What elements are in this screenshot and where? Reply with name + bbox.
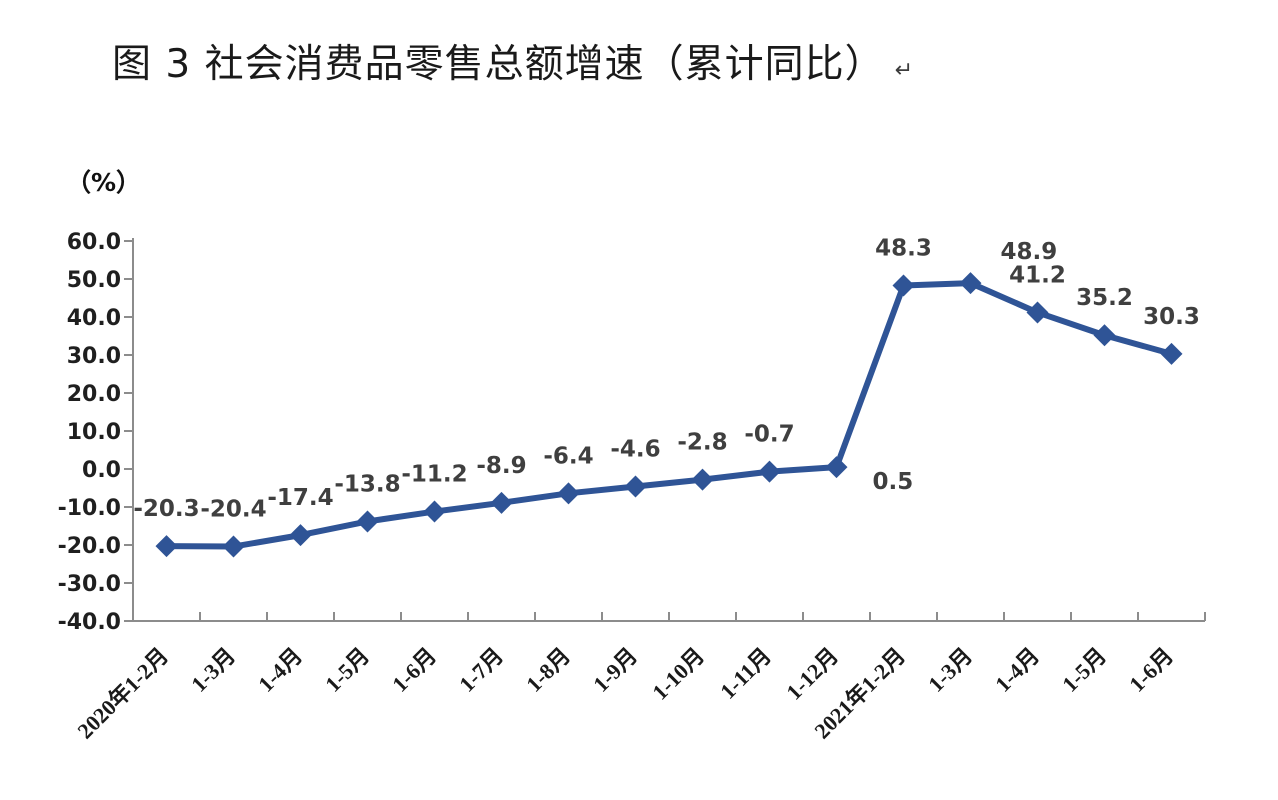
data-point-marker	[490, 491, 513, 514]
data-point-label: -2.8	[677, 430, 727, 456]
x-tick-label: 1-10月	[647, 643, 709, 705]
x-tick-label: 1-9月	[588, 643, 642, 697]
x-tick-label: 1-6月	[1124, 643, 1178, 697]
y-tick-label: 50.0	[67, 268, 121, 293]
data-point-label: -13.8	[334, 471, 400, 497]
data-point-label: 48.3	[875, 235, 932, 261]
x-tick-label: 1-12月	[781, 643, 843, 705]
y-tick-label: -20.0	[58, 534, 121, 559]
data-point-label: -6.4	[543, 443, 593, 469]
data-point-marker	[423, 500, 446, 523]
x-tick-label: 1-8月	[521, 643, 575, 697]
data-point-label: -0.7	[744, 422, 794, 448]
data-point-marker	[155, 535, 178, 558]
data-point-label: -17.4	[267, 485, 333, 511]
x-tick-label: 1-3月	[186, 643, 240, 697]
figure-title: 图 3 社会消费品零售总额增速（累计同比） ↵	[112, 42, 914, 89]
data-point-marker	[624, 475, 647, 498]
data-point-label: 30.3	[1143, 304, 1200, 330]
x-tick-label: 1-11月	[715, 643, 776, 704]
data-point-marker	[356, 510, 379, 533]
data-point-marker	[892, 274, 915, 297]
x-tick-label: 1-5月	[1057, 643, 1111, 697]
data-point-label: 0.5	[873, 469, 914, 495]
y-tick-label: -40.0	[58, 610, 121, 635]
data-line	[163, 280, 1175, 550]
y-tick-label: 10.0	[67, 420, 121, 445]
data-point-label: 35.2	[1076, 285, 1133, 311]
y-tick-label: -30.0	[58, 572, 121, 597]
x-tick-label: 1-4月	[253, 643, 307, 697]
x-tick-label: 1-7月	[454, 643, 508, 697]
data-point-marker	[1160, 342, 1183, 365]
data-point-marker	[691, 468, 714, 491]
data-point-marker	[222, 535, 245, 558]
x-tick-label: 1-6月	[387, 643, 441, 697]
data-point-label: 48.9	[1001, 239, 1058, 265]
data-point-label: 41.2	[1009, 262, 1066, 288]
data-point-label: -11.2	[401, 462, 467, 488]
data-point-label: -20.4	[200, 497, 266, 523]
paragraph-mark: ↵	[894, 58, 915, 83]
data-point-marker	[758, 460, 781, 483]
y-tick-label: 60.0	[67, 230, 121, 255]
x-tick-label: 1-4月	[990, 643, 1044, 697]
x-tick-label: 2020年1-2月	[72, 643, 173, 744]
x-tick-label: 1-3月	[923, 643, 977, 697]
y-tick-label: 40.0	[67, 306, 121, 331]
data-point-marker	[1026, 301, 1049, 324]
data-point-marker	[557, 482, 580, 505]
data-point-label: -4.6	[610, 436, 660, 462]
x-tick-label: 1-5月	[320, 643, 374, 697]
data-point-label: -20.3	[133, 496, 199, 522]
y-tick-label: 30.0	[67, 344, 121, 369]
data-point-marker	[959, 272, 982, 295]
data-point-label: -8.9	[476, 453, 526, 479]
data-point-marker	[289, 524, 312, 547]
y-tick-label: 20.0	[67, 382, 121, 407]
data-point-marker	[825, 456, 848, 479]
y-axis-unit-label: （%）	[66, 168, 142, 197]
data-point-marker	[1093, 324, 1116, 347]
y-tick-label: 0.0	[82, 458, 121, 483]
y-tick-label: -10.0	[58, 496, 121, 521]
figure-title-text: 图 3 社会消费品零售总额增速（累计同比）	[112, 42, 885, 87]
